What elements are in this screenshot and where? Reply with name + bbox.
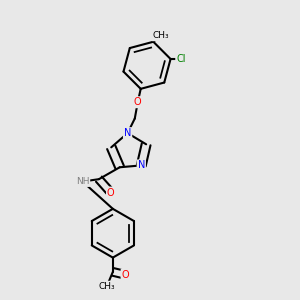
Text: N: N <box>138 160 145 170</box>
Text: N: N <box>124 128 131 138</box>
Text: NH: NH <box>76 177 89 186</box>
Text: O: O <box>134 97 142 107</box>
Text: O: O <box>122 270 129 280</box>
Text: CH₃: CH₃ <box>99 282 115 291</box>
Text: O: O <box>107 188 115 197</box>
Text: CH₃: CH₃ <box>152 31 169 40</box>
Text: Cl: Cl <box>176 54 186 64</box>
